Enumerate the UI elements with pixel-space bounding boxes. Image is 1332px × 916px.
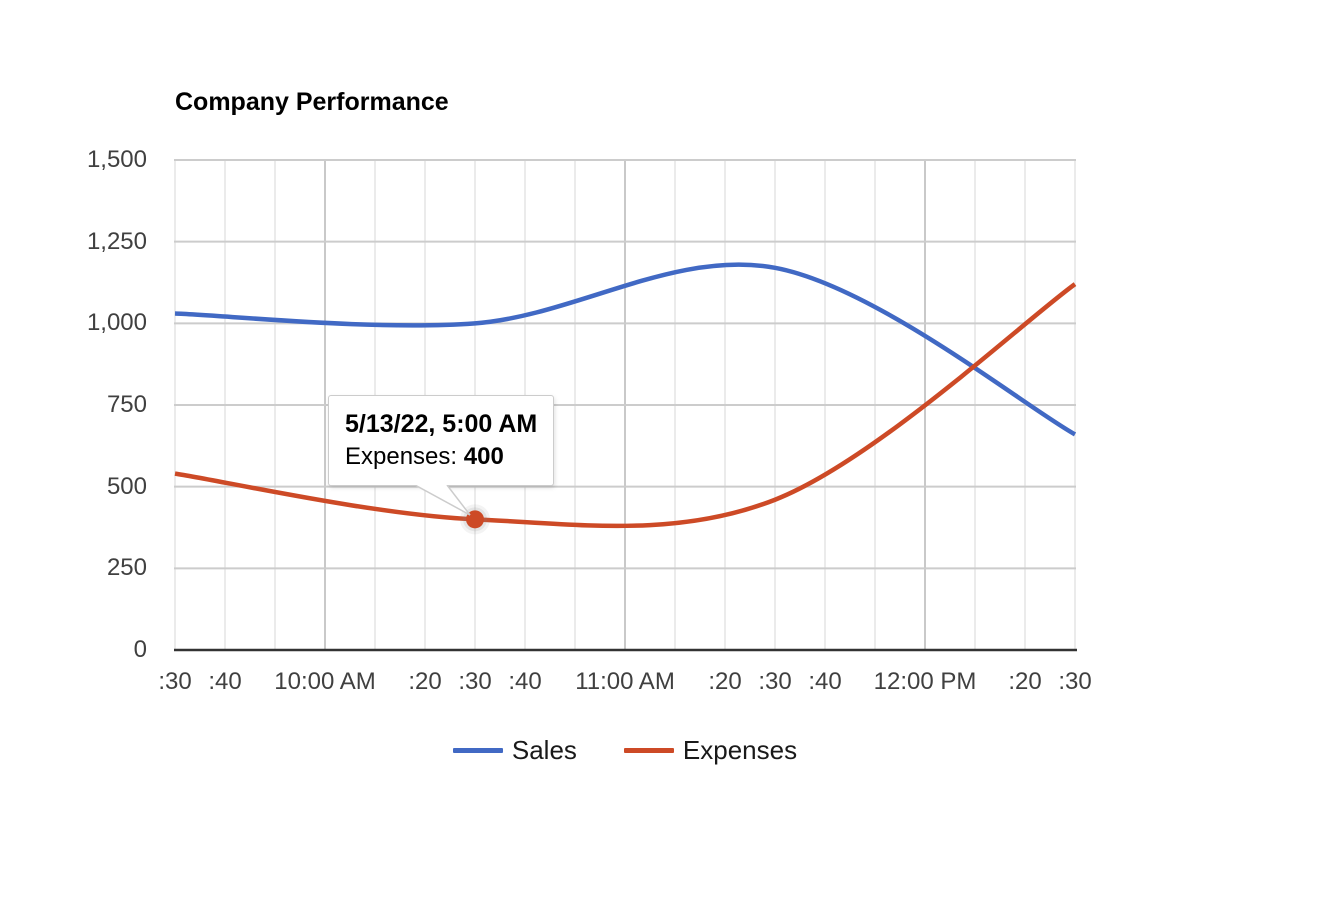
y-tick-label: 1,000 <box>86 309 147 337</box>
y-tick-label: 750 <box>106 391 147 418</box>
tooltip-datetime: 5/13/22, 5:00 AM <box>345 410 538 438</box>
x-tick-label: 12:00 PM <box>873 668 977 695</box>
x-tick-label: :40 <box>508 668 542 695</box>
legend-item-sales[interactable]: Sales <box>452 734 577 766</box>
tooltip-value: 400 <box>463 443 504 470</box>
series-line-expenses <box>174 282 1077 529</box>
sales-line-swatch <box>452 747 503 753</box>
tooltip-callout-pointer <box>414 485 471 516</box>
x-tick-label: :20 <box>708 668 742 695</box>
y-tick-label: 0 <box>133 636 147 663</box>
x-tick-label: :30 <box>458 668 492 695</box>
tooltip-series-label: Expenses: <box>345 443 458 470</box>
selected-point-marker[interactable] <box>466 510 484 529</box>
legend-item-expenses[interactable]: Expenses <box>623 734 798 766</box>
y-tick-label: 500 <box>106 472 147 500</box>
x-tick-label: :30 <box>758 668 792 695</box>
tooltip-value-row: Expenses: 400 <box>345 442 537 471</box>
legend-label-expenses: Expenses <box>682 734 798 765</box>
x-tick-label: :40 <box>208 668 242 695</box>
legend: Sales Expenses <box>175 735 1075 765</box>
x-tick-label: :20 <box>408 668 442 695</box>
chart-title: Company Performance <box>175 88 449 116</box>
expenses-line-swatch <box>623 747 674 753</box>
tooltip: 5/13/22, 5:00 AM Expenses: 400 <box>328 395 555 486</box>
x-tick-label: :30 <box>158 668 192 695</box>
y-tick-label: 250 <box>106 554 147 582</box>
y-tick-label: 1,500 <box>86 146 147 173</box>
y-tick-label: 1,250 <box>86 227 147 255</box>
x-tick-label: :20 <box>1008 668 1042 695</box>
x-tick-label: 10:00 AM <box>274 668 376 695</box>
legend-label-sales: Sales <box>511 734 577 765</box>
x-tick-label: :30 <box>1058 668 1092 695</box>
x-tick-label: :40 <box>808 668 842 695</box>
x-tick-label: 11:00 AM <box>575 668 675 695</box>
series-line-sales <box>174 262 1077 437</box>
